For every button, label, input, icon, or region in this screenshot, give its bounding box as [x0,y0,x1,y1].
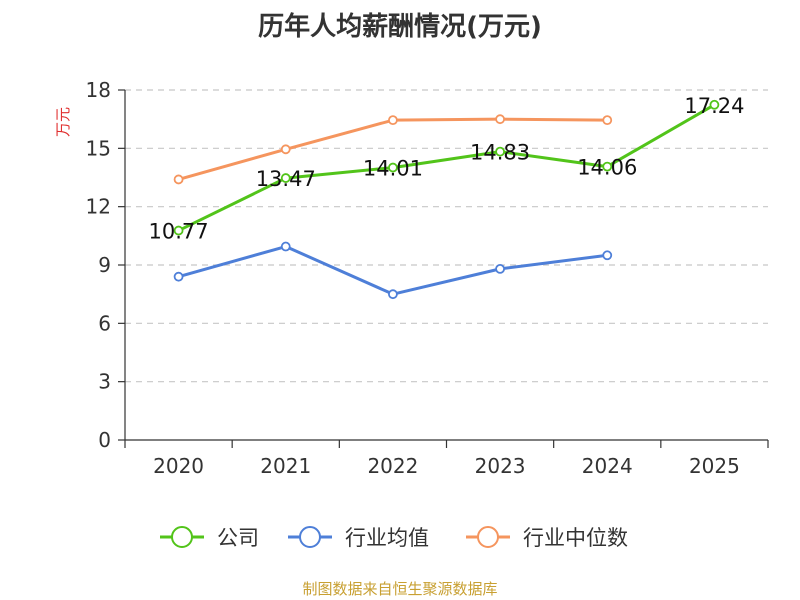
data-label: 14.06 [577,156,637,180]
data-point [388,115,398,126]
data-label: 10.77 [149,220,209,244]
y-tick-label: 9 [98,253,111,277]
y-tick-label: 12 [86,195,111,219]
data-label: 14.01 [363,157,423,181]
series-layer [173,99,720,300]
legend-label: 行业均值 [345,526,429,550]
legend-label: 公司 [217,526,259,550]
data-point [388,162,398,173]
data-point [495,114,505,125]
data-point [280,144,291,155]
x-tick-label: 2024 [582,454,633,478]
data-label: 17.24 [684,94,744,118]
data-point [280,241,291,252]
data-point [709,99,720,110]
data-point [173,174,184,185]
x-tick-label: 2023 [475,454,526,478]
source-note: 制图数据来自恒生聚源数据库 [302,580,498,598]
series-line [178,245,608,296]
data-point [280,173,291,183]
y-tick-label: 0 [98,428,111,452]
x-tick-label: 2022 [367,454,418,478]
legend-swatch-marker [299,526,321,548]
data-point [173,225,184,236]
x-tick-label: 2025 [689,454,740,478]
grid-lines [125,89,768,383]
data-labels: 10.77 13.47 14.01 14.83 14.06 17.24 [149,94,745,244]
data-point [388,289,398,300]
chart-title: 历年人均薪酬情况(万元) [258,12,542,42]
data-point [602,250,613,261]
legend-label: 行业中位数 [523,526,628,550]
y-tick-label: 6 [98,311,111,335]
y-tick-label: 18 [86,78,111,102]
data-point [173,271,184,282]
data-point [495,146,505,157]
x-tick-label: 2021 [260,454,311,478]
legend-swatch-marker [477,526,499,548]
y-tick-label: 15 [86,136,111,160]
y-tick-label: 3 [98,370,111,394]
data-point [602,115,613,126]
y-axis-label: 万元 [54,107,72,137]
data-point [495,263,505,274]
x-tick-label: 2020 [153,454,204,478]
legend: 公司 行业均值 行业中位数 [160,526,628,550]
legend-swatch-marker [171,526,193,548]
data-label: 13.47 [256,167,316,191]
axes: 0 3 6 9 12 15 18 2020 2021 2022 2023 2024 2025 [86,78,769,478]
data-point [602,161,613,172]
series-line [177,103,716,232]
data-label: 14.83 [470,141,530,165]
